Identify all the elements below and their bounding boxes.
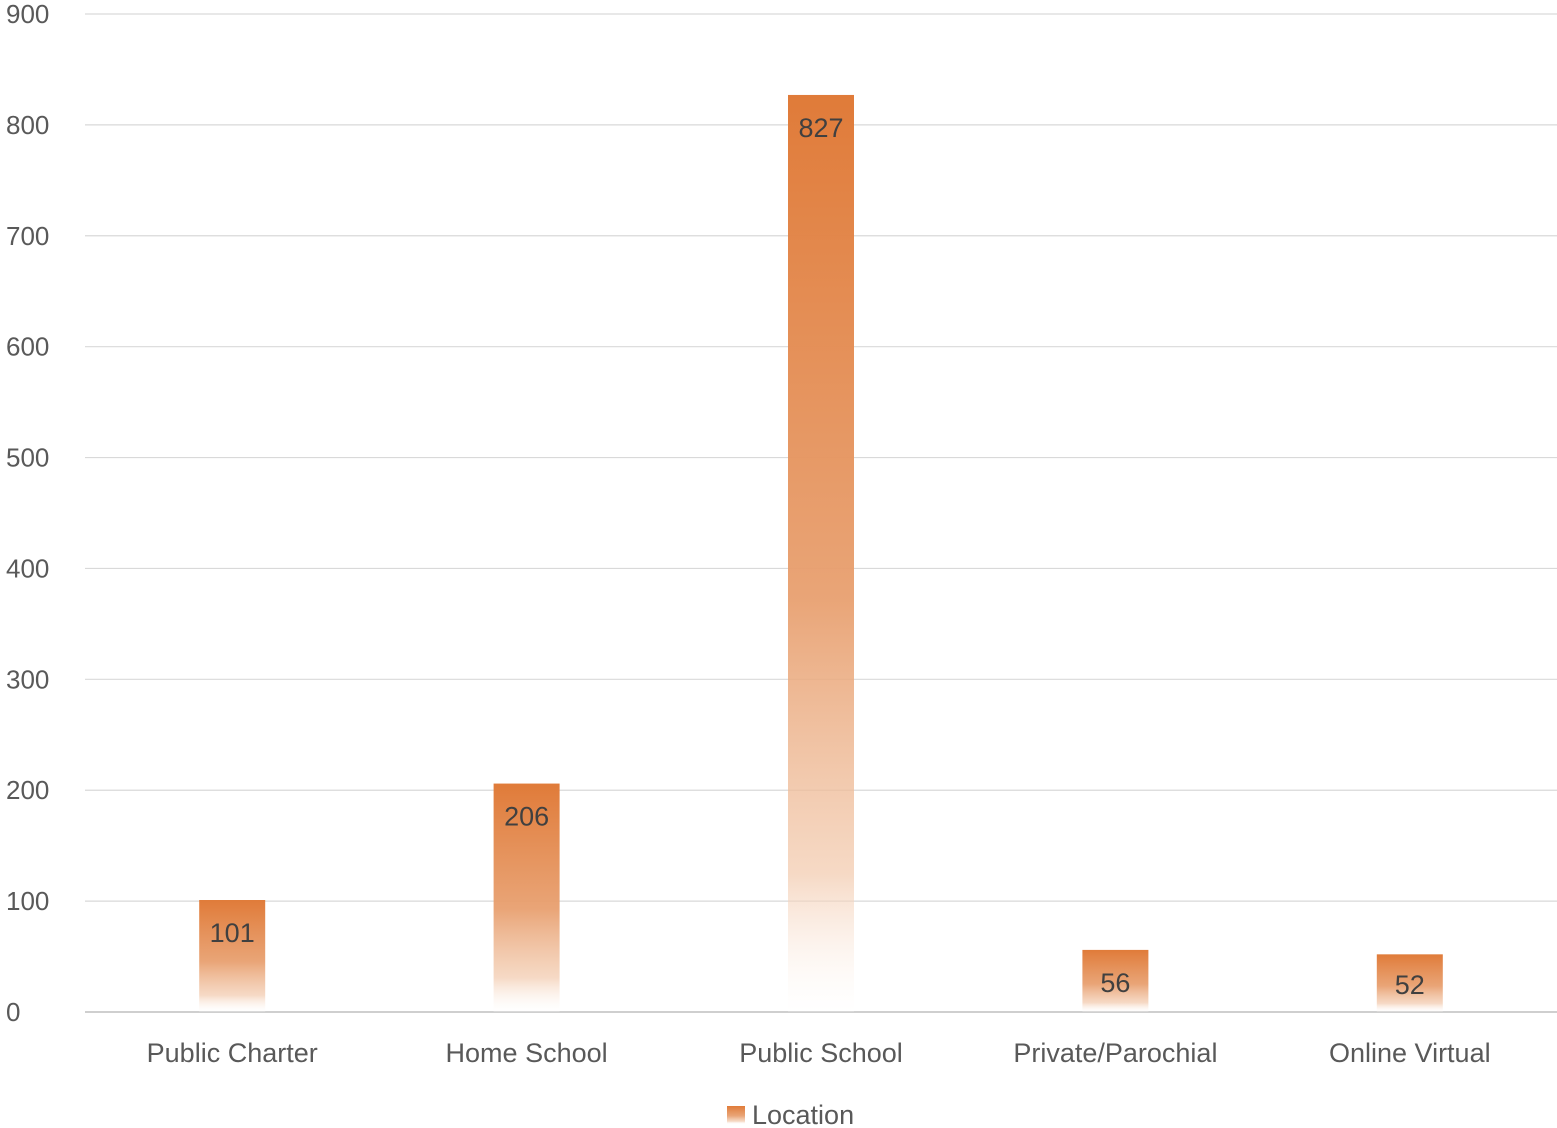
bars: [199, 94, 1443, 1012]
data-label: 56: [1100, 968, 1130, 998]
x-category-label: Public School: [739, 1038, 903, 1068]
y-tick-label: 400: [6, 553, 49, 583]
y-tick-label: 100: [6, 886, 49, 916]
data-label: 52: [1395, 970, 1425, 1000]
y-tick-label: 300: [6, 664, 49, 694]
y-tick-label: 200: [6, 775, 49, 805]
x-category-label: Online Virtual: [1329, 1038, 1491, 1068]
bar: [788, 94, 854, 1012]
legend-label: Location: [752, 1100, 854, 1128]
bar: [1376, 954, 1443, 1012]
x-category-label: Private/Parochial: [1013, 1038, 1217, 1068]
data-labels: 101 206 827 56 52: [210, 113, 1425, 1000]
y-tick-label: 800: [6, 110, 49, 140]
data-label: 101: [210, 918, 255, 948]
y-tick-label: 500: [6, 443, 49, 473]
bar: [199, 900, 266, 1012]
legend: Location: [727, 1100, 854, 1128]
x-category-label: Home School: [446, 1038, 608, 1068]
x-axis-categories: Public Charter Home School Public School Pr…: [147, 1038, 1491, 1068]
bar: [1082, 949, 1149, 1012]
y-tick-label: 600: [6, 332, 49, 362]
y-tick-label: 700: [6, 221, 49, 251]
data-label: 206: [504, 802, 549, 832]
legend-swatch: [727, 1106, 745, 1124]
x-category-label: Public Charter: [147, 1038, 318, 1068]
y-axis-ticks: 0 100 200 300 400 500 600 700 800 900: [6, 0, 49, 1027]
bar: [493, 783, 560, 1012]
data-label: 827: [798, 113, 843, 143]
y-tick-label: 900: [6, 0, 49, 29]
y-tick-label: 0: [6, 997, 20, 1027]
